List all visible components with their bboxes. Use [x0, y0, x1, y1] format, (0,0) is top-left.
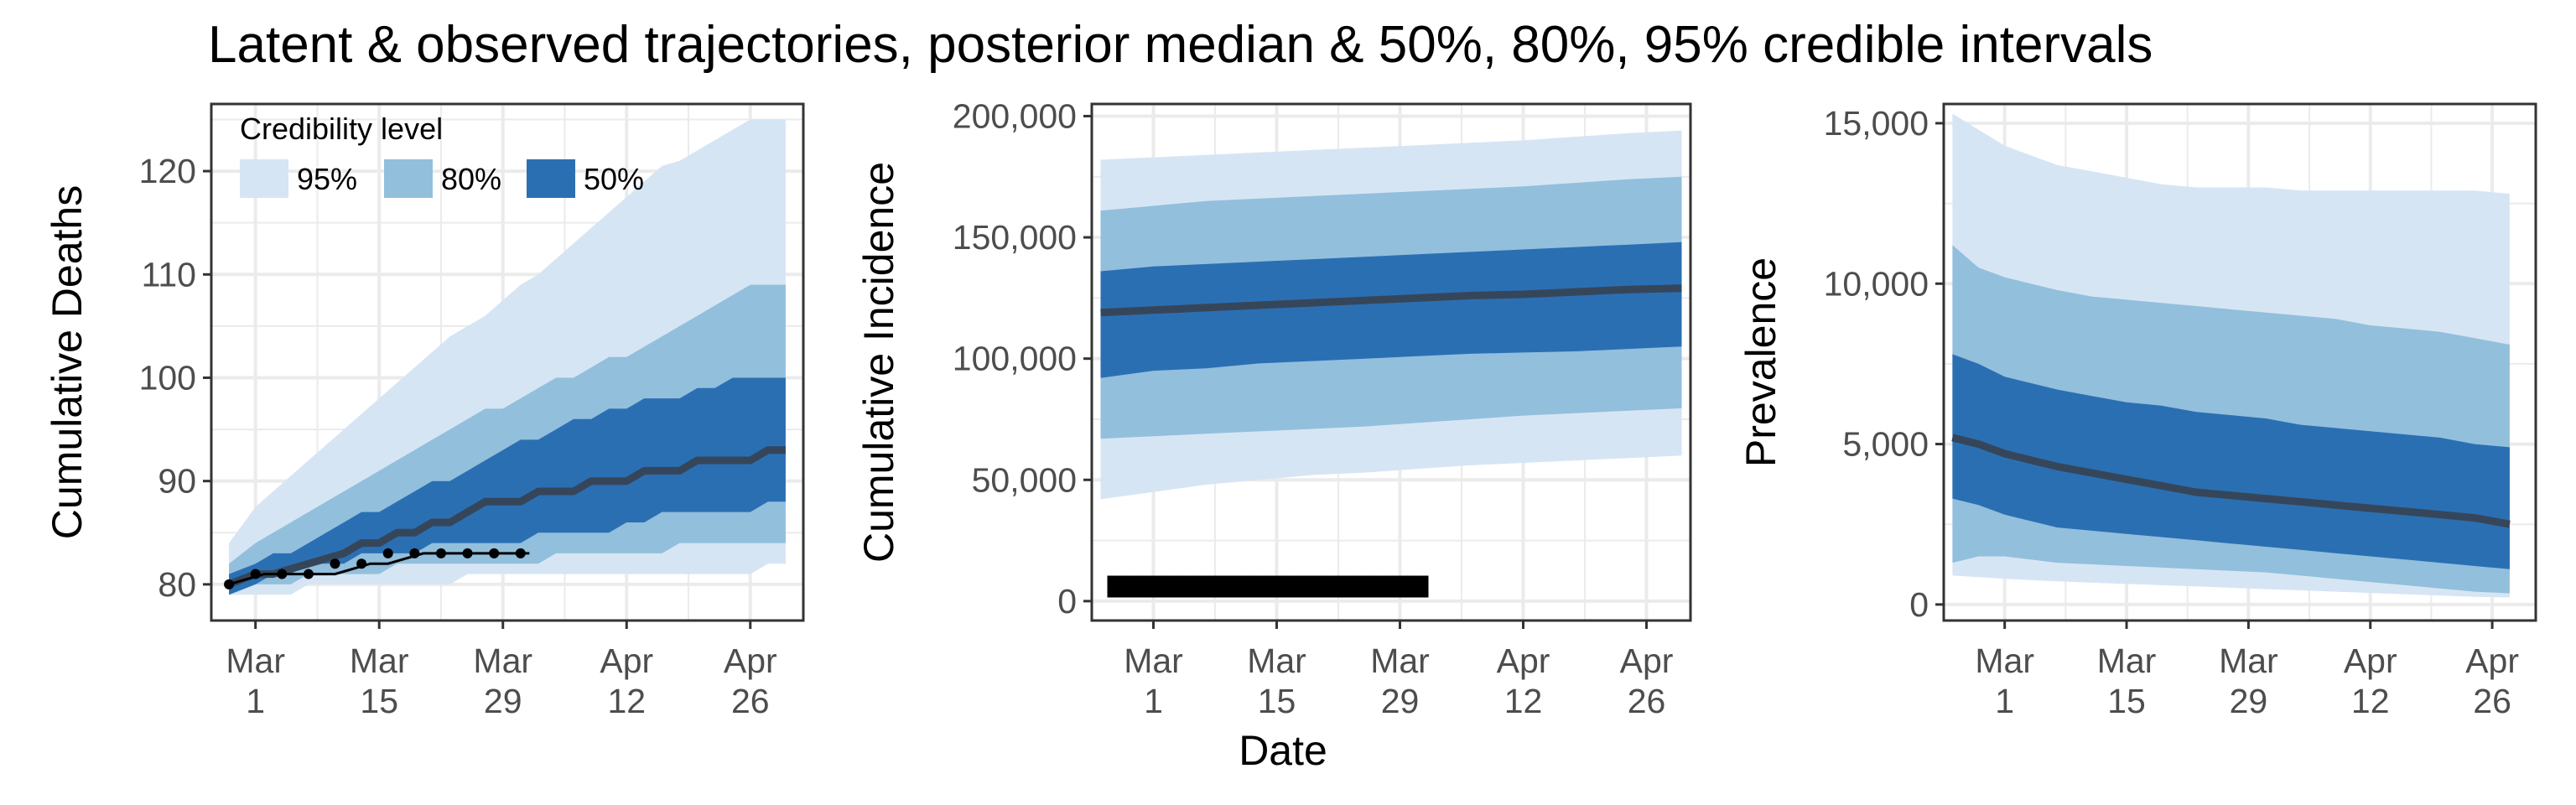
y-tick-label: 150,000: [953, 218, 1077, 257]
observed-point: [1406, 575, 1429, 598]
band-50: [1952, 354, 2510, 569]
y-tick-label: 120: [139, 152, 196, 190]
y-tick-label: 200,000: [953, 96, 1077, 135]
median-line: [227, 446, 786, 589]
median-line: [1951, 434, 2511, 528]
x-tick-label: 1: [1995, 682, 2014, 720]
observed-point: [277, 569, 288, 579]
y-axis-title: Prevalence: [1737, 257, 1784, 467]
x-tick-label: Mar: [473, 641, 532, 680]
observed-point: [515, 548, 526, 558]
data-layer: [1100, 130, 1682, 598]
data-layer: [224, 119, 786, 595]
x-tick-label: 1: [1144, 682, 1163, 720]
observed-point: [462, 548, 473, 558]
legend-label: 95%: [297, 162, 357, 196]
band-50: [1100, 242, 1682, 378]
legend-swatch-band50: [527, 159, 575, 198]
x-tick-label: 15: [1258, 682, 1296, 720]
y-tick-label: 0: [1909, 585, 1929, 624]
y-tick-label: 0: [1057, 582, 1077, 621]
x-tick-label: 26: [1628, 682, 1666, 720]
x-tick-label: 29: [484, 682, 522, 720]
x-tick-label: 1: [246, 682, 265, 720]
y-tick-label: 100: [139, 358, 196, 397]
x-tick-label: Apr: [2344, 641, 2397, 680]
legend-title: Credibility level: [240, 112, 443, 146]
x-tick-label: 12: [2351, 682, 2390, 720]
observed-point: [330, 558, 340, 569]
y-tick-label: 90: [158, 462, 196, 501]
x-tick-label: Mar: [2219, 641, 2278, 680]
observed-point: [224, 579, 235, 589]
x-tick-label: Apr: [1620, 641, 1674, 680]
x-tick-label: Mar: [1124, 641, 1183, 680]
x-tick-label: Apr: [724, 641, 777, 680]
x-tick-label: Mar: [1975, 641, 2034, 680]
x-tick-label: Apr: [1497, 641, 1550, 680]
y-tick-label: 80: [158, 565, 196, 604]
observed-point: [356, 558, 367, 569]
x-tick-label: 26: [731, 682, 770, 720]
y-tick-label: 110: [142, 255, 196, 293]
observed-point: [489, 548, 500, 558]
observed-point: [409, 548, 420, 558]
x-tick-label: Apr: [2465, 641, 2519, 680]
x-tick-label: Mar: [1370, 641, 1430, 680]
y-tick-label: 5,000: [1842, 425, 1929, 464]
panel-1: 8090100110120Mar1Mar15Mar29Apr12Apr26Cum…: [44, 102, 805, 720]
x-tick-label: Mar: [350, 641, 409, 680]
panel-border: [210, 102, 805, 622]
x-tick-label: Mar: [2097, 641, 2157, 680]
observed-point: [250, 569, 261, 579]
x-tick-label: 15: [360, 682, 398, 720]
x-tick-label: 29: [1381, 682, 1420, 720]
observed-point: [303, 569, 314, 579]
y-axis-title: Cumulative Incidence: [855, 162, 902, 563]
x-axis-title: Date: [1239, 727, 1327, 774]
x-tick-label: Mar: [226, 641, 285, 680]
legend: Credibility level 95% 80% 50%: [240, 112, 644, 198]
legend-label: 50%: [584, 162, 644, 196]
x-tick-label: Apr: [600, 641, 653, 680]
panel-border: [1942, 102, 2537, 622]
x-tick-label: 12: [607, 682, 646, 720]
x-tick-label: 12: [1504, 682, 1543, 720]
y-tick-label: 50,000: [972, 460, 1077, 499]
observed-point: [435, 548, 446, 558]
y-tick-label: 100,000: [953, 340, 1077, 378]
legend-label: 80%: [441, 162, 501, 196]
panel-3: 05,00010,00015,000Mar1Mar15Mar29Apr12Apr…: [1737, 102, 2537, 720]
x-tick-label: 29: [2230, 682, 2268, 720]
x-tick-label: Mar: [1247, 641, 1306, 680]
x-tick-label: 15: [2107, 682, 2146, 720]
panel-border: [1090, 102, 1692, 622]
x-tick-label: 26: [2473, 682, 2511, 720]
y-axis-title: Cumulative Deaths: [44, 185, 91, 539]
observed-point: [382, 548, 393, 558]
median-line: [1100, 284, 1682, 317]
panel-2: 050,000100,000150,000200,000Mar1Mar15Mar…: [855, 96, 1692, 720]
legend-swatch-band95: [240, 159, 288, 198]
figure-title: Latent & observed trajectories, posterio…: [208, 16, 2153, 74]
legend-swatch-band80: [384, 159, 433, 198]
data-layer: [1951, 113, 2511, 598]
y-tick-label: 15,000: [1824, 104, 1929, 143]
y-tick-label: 10,000: [1824, 264, 1929, 303]
